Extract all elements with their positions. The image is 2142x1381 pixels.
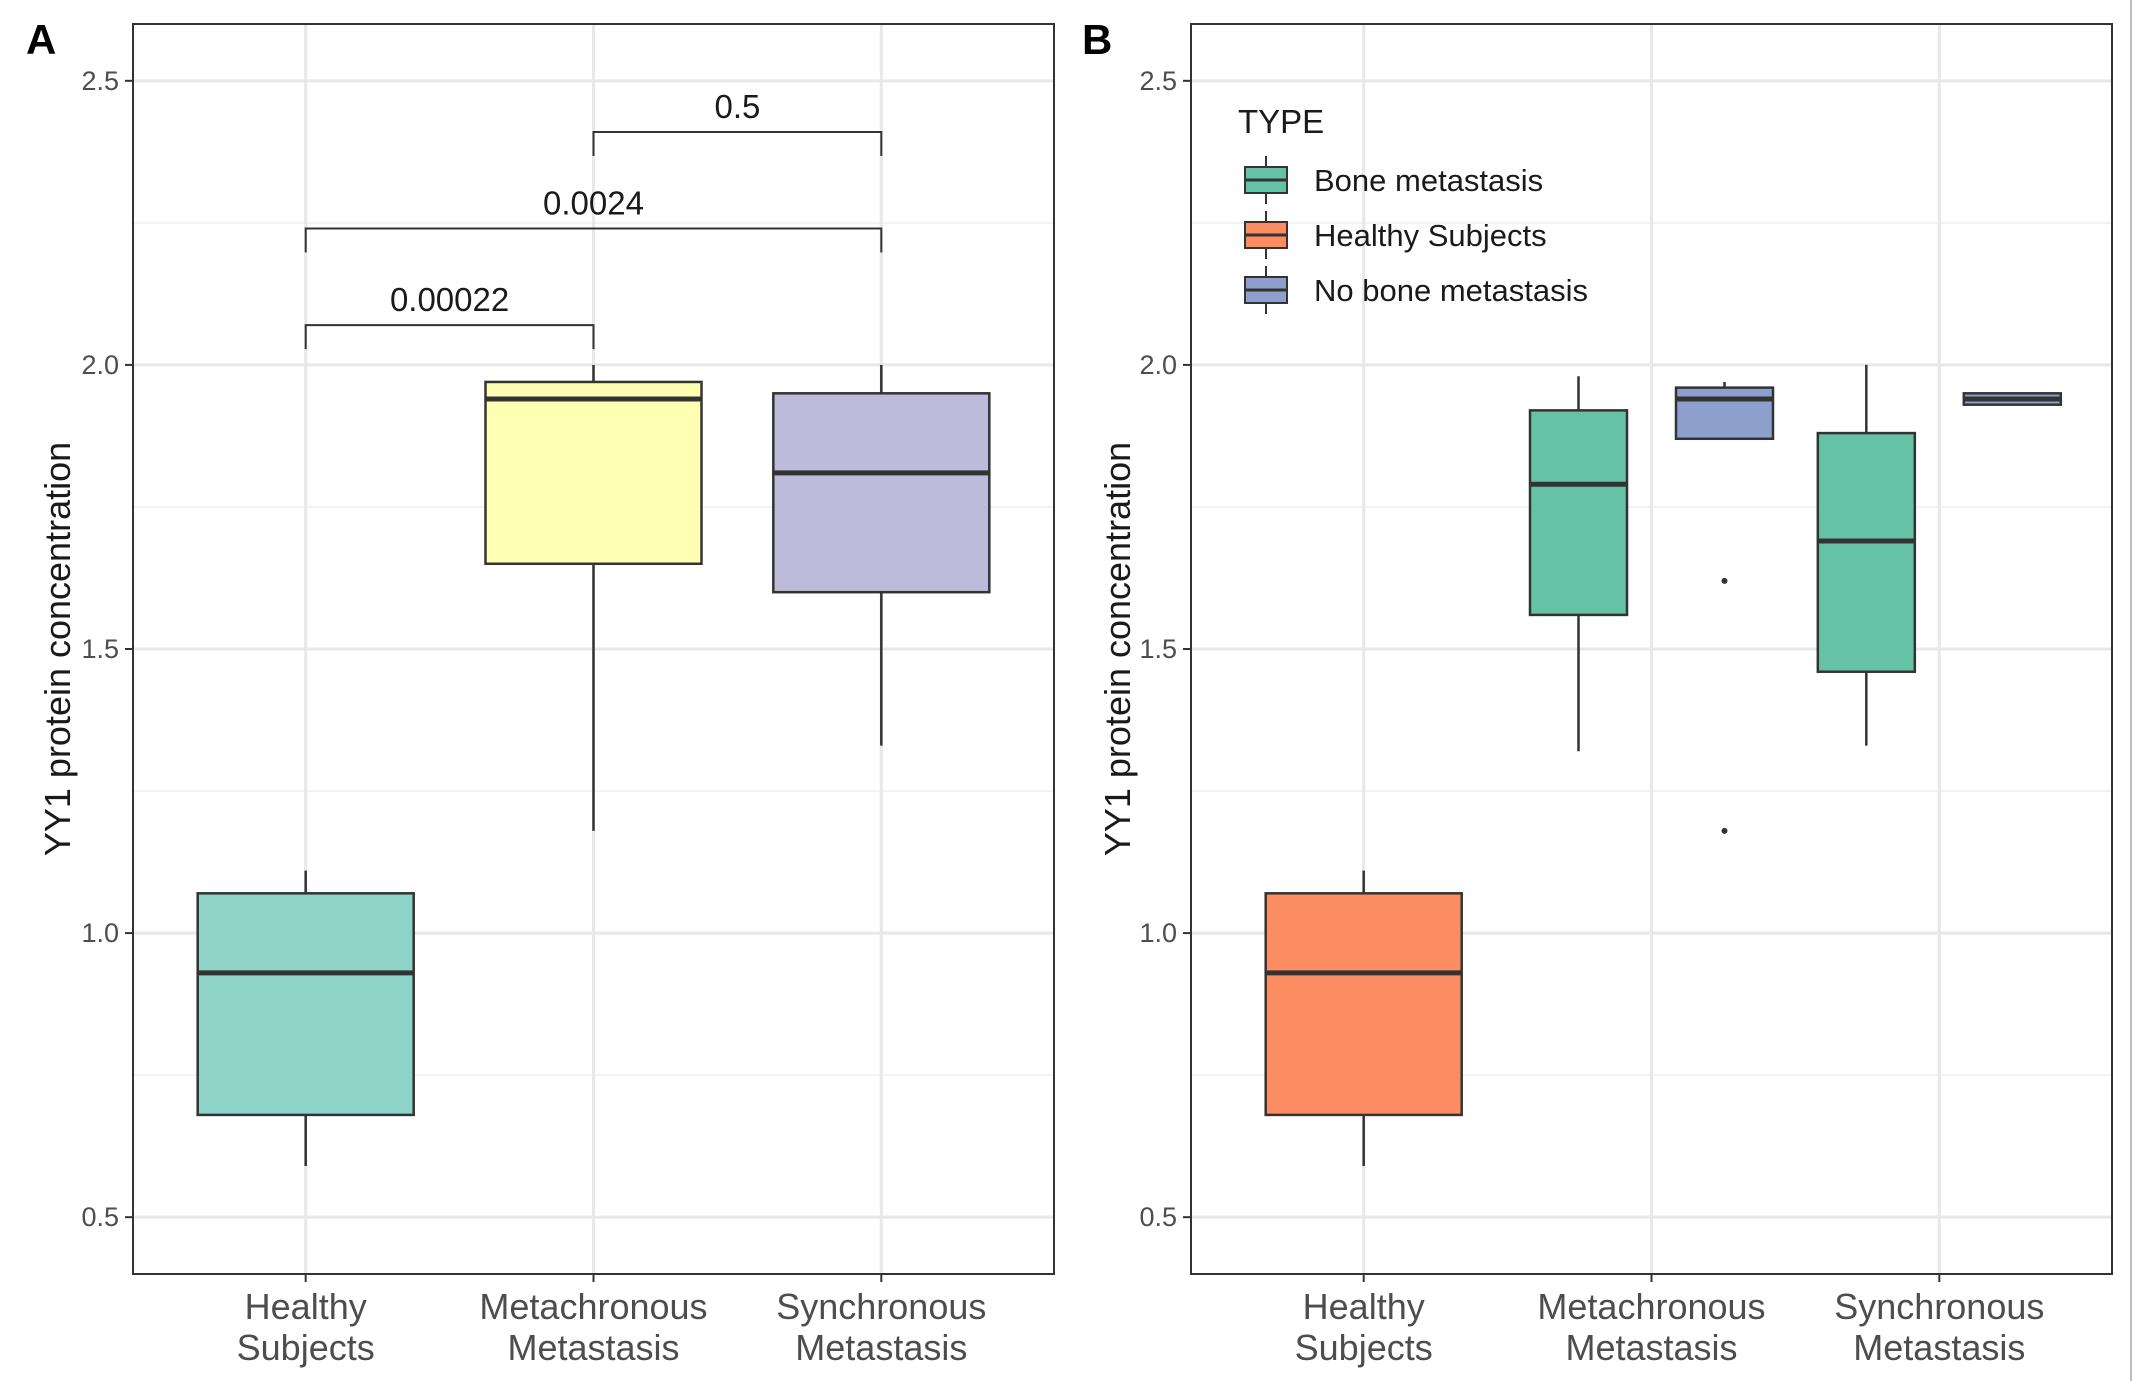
panel-a-x-ticks: HealthySubjectsMetachronousMetastasisSyn… [237, 1274, 986, 1368]
panel-b-box [1674, 381, 1775, 834]
panel-a-comparison-line [304, 324, 595, 350]
legend-item: Healthy Subjects [1244, 211, 1547, 259]
panel-a-y-ticks: 0.5 1.0 1.5 2.0 2.5 [81, 66, 133, 1232]
panel-a-x-tick-label-line1: Metachronous [479, 1286, 707, 1327]
panel-a-marks: 0.00022 0.0024 0.5 [196, 88, 991, 1167]
panel-a-comparison-bracket: 0.5 [592, 88, 883, 156]
panel-b-y-tick-label: 1.0 [1139, 918, 1177, 948]
panel-a-y-tick-label: 1.5 [81, 634, 119, 664]
panel-b-x-tick-label-line2: Subjects [1295, 1327, 1433, 1368]
panel-a-comparison-line [304, 227, 883, 253]
panel-a-box [772, 364, 991, 746]
legend-title: TYPE [1238, 103, 1324, 140]
panel-a-box-body [196, 892, 415, 1117]
panel-b-y-tick-label: 0.5 [1139, 1202, 1177, 1232]
panel-a-box [196, 870, 415, 1167]
legend-items: Bone metastasis Healthy Subjects No bone m… [1244, 156, 1588, 314]
panel-b-box-outlier [1721, 827, 1728, 834]
panel-a-box-body [772, 392, 991, 594]
panel-b-box-body [1674, 386, 1775, 441]
legend-item: No bone metastasis [1244, 266, 1588, 314]
panel-a-x-tick-label-line2: Metastasis [507, 1327, 679, 1368]
legend-item: Bone metastasis [1244, 156, 1543, 204]
panel-b-box [1264, 870, 1463, 1167]
legend-item-label: Bone metastasis [1314, 163, 1543, 198]
panel-b-y-axis-title: YY1 protein concentration [1097, 442, 1138, 856]
panel-a-x-tick-label-line2: Metastasis [795, 1327, 967, 1368]
panel-a-y-axis-title: YY1 protein concentration [37, 442, 78, 856]
panel-b-letter: B [1082, 16, 1112, 63]
panel-a-y-tick-label: 2.5 [81, 66, 119, 96]
panel-a-y-tick-label: 2.0 [81, 350, 119, 380]
panel-b-x-tick-label-line2: Metastasis [1565, 1327, 1737, 1368]
panel-b-x-tick-label-line1: Healthy [1303, 1286, 1425, 1327]
panel-a-comparison-line [592, 130, 883, 156]
panel-b-marks [1264, 364, 2063, 1167]
panel-a-x-tick-label-line1: Synchronous [776, 1286, 986, 1327]
panel-b-y-ticks: 0.5 1.0 1.5 2.0 2.5 [1139, 66, 1191, 1232]
panel-a-comparison-bracket: 0.00022 [304, 281, 595, 350]
panel-a-y-tick-label: 1.0 [81, 918, 119, 948]
panel-b-box-body [1528, 409, 1629, 617]
panel-b-box [1816, 364, 1917, 746]
panel-b-y-tick-label: 1.5 [1139, 634, 1177, 664]
panel-a-comparison-p-value: 0.00022 [390, 281, 509, 318]
legend-item-label: Healthy Subjects [1314, 218, 1547, 253]
panel-a-comparison-p-value: 0.0024 [543, 185, 644, 222]
panel-a-box [484, 364, 703, 831]
panel-b-x-tick-label-line2: Metastasis [1853, 1327, 2025, 1368]
panel-b-box-outlier [1721, 577, 1728, 584]
panel-b-x-tick-label-line1: Synchronous [1834, 1286, 2044, 1327]
panel-a-x-tick-label-line1: Healthy [245, 1286, 367, 1327]
panel-a-box-body [484, 380, 703, 566]
panel-a-x-tick-label-line2: Subjects [237, 1327, 375, 1368]
panel-b-box [1962, 392, 2063, 406]
panel-b-y-tick-label: 2.0 [1139, 350, 1177, 380]
panel-b-x-tick-label-line1: Metachronous [1537, 1286, 1765, 1327]
panel-b-box [1528, 376, 1629, 752]
panel-a-comparison-p-value: 0.5 [714, 88, 760, 125]
panel-a-letter: A [26, 16, 56, 63]
panel-b-x-ticks: HealthySubjectsMetachronousMetastasisSyn… [1295, 1274, 2044, 1368]
panel-a: A 0.00022 0.0024 0.5 0.5 1.0 1.5 2.0 2.5 Healt… [26, 16, 1055, 1368]
legend: TYPE Bone metastasis Healthy Subjects No b… [1238, 103, 1588, 314]
legend-item-label: No bone metastasis [1314, 273, 1588, 308]
panel-a-comparison-bracket: 0.0024 [304, 185, 883, 253]
panel-b-y-tick-label: 2.5 [1139, 66, 1177, 96]
panel-b-box-body [1264, 892, 1463, 1117]
panel-a-y-tick-label: 0.5 [81, 1202, 119, 1232]
panel-b-box-body [1816, 431, 1917, 673]
